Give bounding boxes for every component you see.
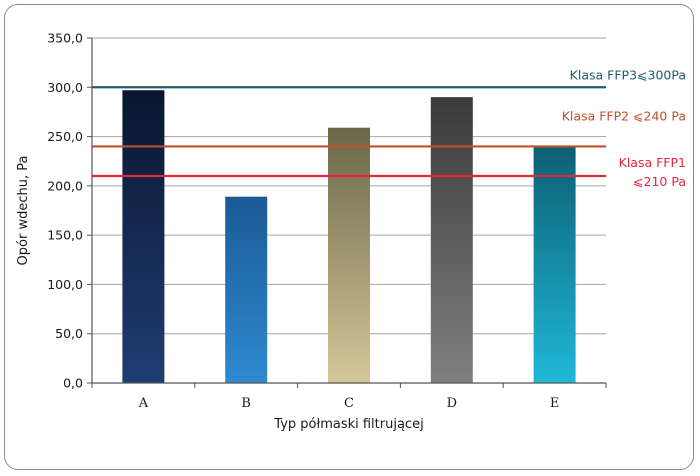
bars xyxy=(122,90,576,384)
y-axis-title: Opór wdechu, Pa xyxy=(16,156,31,266)
x-tick-label: A xyxy=(138,396,149,411)
axes xyxy=(91,38,606,384)
x-tick-label: E xyxy=(550,396,560,411)
reference-label: ⩽210 Pa xyxy=(633,174,686,189)
x-axis-title: Typ półmaski filtrującej xyxy=(273,417,423,432)
x-tick-labels: A B C D E xyxy=(91,383,607,411)
y-tick-label: 250,0 xyxy=(47,129,83,144)
y-tick-label: 0,0 xyxy=(63,376,83,391)
y-tick-label: 300,0 xyxy=(47,80,83,95)
y-tick-labels: 0,0 50,0 100,0 150,0 200,0 250,0 300,0 350,0 xyxy=(47,31,83,391)
reference-lines: Klasa FFP3⩽300Pa Klasa FFP2 ⩽240 Pa Klasa … xyxy=(92,67,686,189)
reference-label: Klasa FFP3⩽300Pa xyxy=(570,67,686,82)
bar-a xyxy=(122,90,165,383)
y-tick-label: 350,0 xyxy=(47,31,83,46)
x-tick-label: D xyxy=(447,396,457,411)
reference-label: Klasa FFP1 xyxy=(619,155,686,170)
bar-c xyxy=(328,127,370,383)
bar-d xyxy=(430,97,473,384)
y-tick-label: 200,0 xyxy=(47,178,83,193)
bar-b xyxy=(225,196,268,383)
x-tick-label: C xyxy=(344,396,354,411)
x-tick-label: B xyxy=(241,396,251,411)
y-tick-label: 150,0 xyxy=(47,228,83,243)
y-tick-label: 50,0 xyxy=(55,326,83,341)
bar-e xyxy=(533,146,576,383)
reference-label: Klasa FFP2 ⩽240 Pa xyxy=(562,108,686,123)
y-tick-label: 100,0 xyxy=(47,277,83,292)
